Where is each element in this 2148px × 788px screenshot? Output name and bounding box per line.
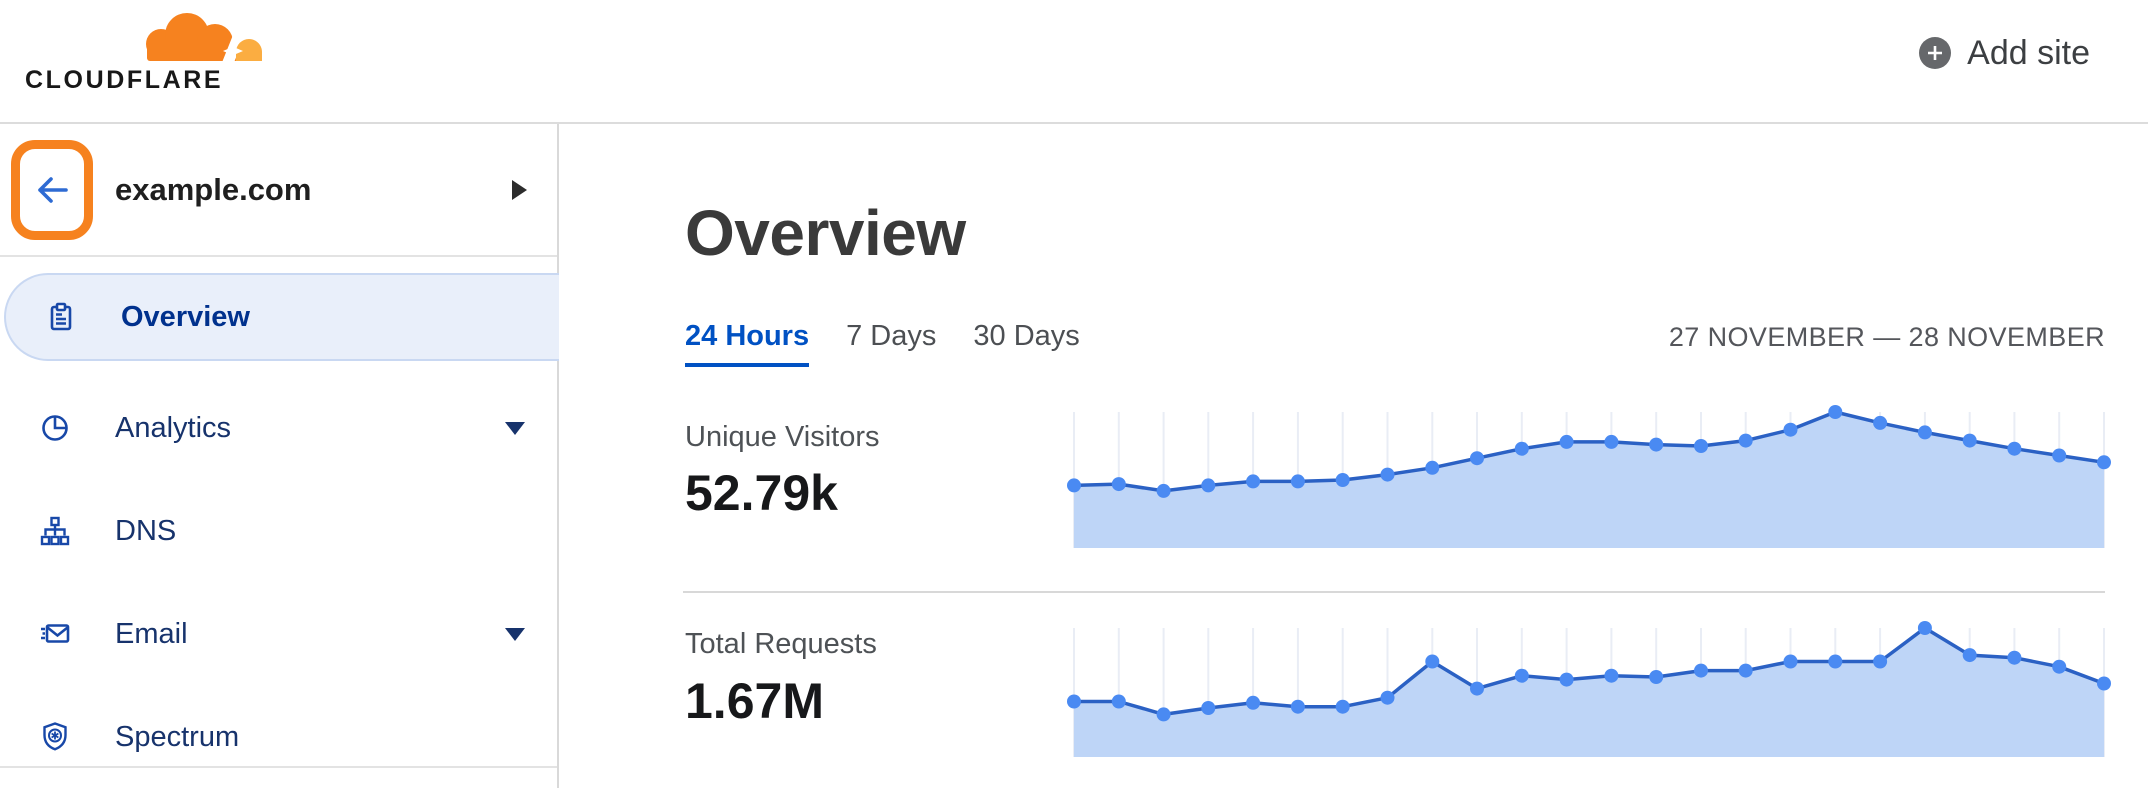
- page-title: Overview: [685, 197, 966, 269]
- sidebar-item-label: DNS: [115, 515, 177, 547]
- cloudflare-cloud-icon: [146, 13, 262, 65]
- sidebar-item-overview[interactable]: Overview: [4, 273, 559, 361]
- sidebar-item-email[interactable]: Email: [0, 592, 557, 676]
- metric-value-total-requests: 1.67M: [685, 673, 824, 729]
- pie-chart-icon: [38, 411, 72, 445]
- envelope-icon: [38, 617, 72, 651]
- sidebar-item-label: Email: [115, 618, 188, 650]
- sidebar-item-label: Overview: [121, 301, 250, 333]
- add-site-label: Add site: [1967, 33, 2090, 72]
- metric-label-unique-visitors: Unique Visitors: [685, 421, 880, 453]
- shield-icon: [38, 720, 72, 754]
- chevron-right-icon[interactable]: [512, 180, 527, 200]
- back-button[interactable]: [11, 140, 93, 240]
- sidebar-item-label: Spectrum: [115, 721, 240, 753]
- divider: [683, 591, 2105, 593]
- tab-30-days[interactable]: 30 Days: [973, 320, 1080, 352]
- add-site-button[interactable]: Add site: [1913, 30, 2096, 76]
- cloudflare-logo[interactable]: CLOUDFLARE: [25, 6, 265, 96]
- tab-24-hours[interactable]: 24 Hours: [685, 320, 810, 367]
- date-range-label: 27 NOVEMBER — 28 NOVEMBER: [1668, 322, 2105, 352]
- chevron-down-icon[interactable]: [505, 628, 525, 641]
- sidebar-item-spectrum[interactable]: Spectrum: [0, 695, 557, 779]
- cloudflare-wordmark: CLOUDFLARE: [25, 66, 224, 94]
- sitemap-icon: [38, 514, 72, 548]
- sidebar-item-label: Analytics: [115, 412, 232, 444]
- chevron-down-icon[interactable]: [505, 422, 525, 435]
- metric-value-unique-visitors: 52.79k: [685, 465, 838, 521]
- metric-label-total-requests: Total Requests: [685, 628, 877, 660]
- sidebar-item-analytics[interactable]: Analytics: [0, 386, 557, 470]
- time-range-tabs: 24 Hours 7 Days 30 Days: [685, 320, 1080, 367]
- main-content: Overview 24 Hours 7 Days 30 Days 27 NOVE…: [559, 124, 2148, 788]
- arrow-left-icon: [38, 177, 68, 203]
- divider: [0, 766, 557, 768]
- sidebar-item-dns[interactable]: DNS: [0, 489, 557, 573]
- plus-icon: [1919, 37, 1952, 69]
- unique-visitors-chart[interactable]: [1067, 400, 2111, 549]
- tab-7-days[interactable]: 7 Days: [846, 320, 937, 352]
- total-requests-chart[interactable]: [1067, 620, 2111, 758]
- top-header: CLOUDFLARE Add site: [0, 0, 2148, 124]
- clipboard-icon: [44, 300, 78, 334]
- divider: [0, 255, 557, 257]
- site-name: example.com: [115, 172, 312, 207]
- sidebar: example.com Overview Analytics: [0, 124, 559, 788]
